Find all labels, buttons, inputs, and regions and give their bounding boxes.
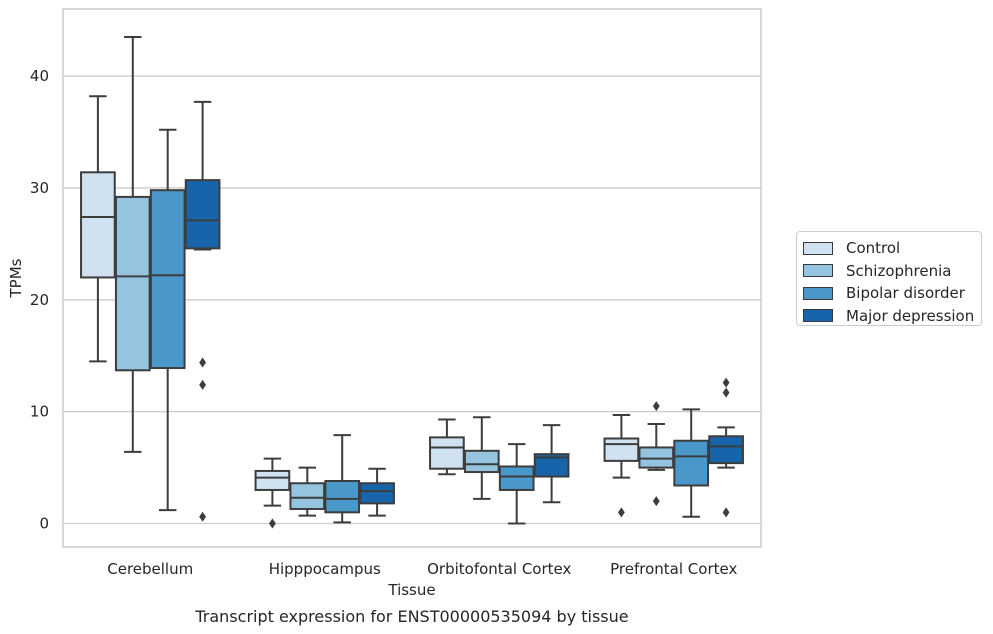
box-body-bipolar-disorder-hipppocampus [324, 480, 361, 514]
y-axis-label: TPMs [7, 258, 25, 298]
legend-label-control: Control [846, 239, 901, 258]
box-plots [80, 35, 744, 529]
outlier-schizophrenia-prefrontal-cortex-1 [652, 401, 660, 412]
box-schizophrenia-hipppocampus [289, 466, 326, 517]
box-body-control-cerebellum [80, 171, 116, 279]
y-tick-label-0: 0 [39, 515, 49, 533]
legend-swatch-bipolar-disorder [803, 286, 833, 300]
box-control-orbitofontal-cortex [429, 418, 465, 476]
chart-title: Transcript expression for ENST0000053509… [194, 607, 628, 626]
plot-area-frame [62, 8, 762, 548]
box-major-depression-hipppocampus [359, 467, 395, 517]
box-control-cerebellum [80, 95, 116, 363]
outlier-major-depression-cerebellum-1 [199, 379, 206, 390]
box-bipolar-disorder-cerebellum [149, 128, 186, 512]
box-body-schizophrenia-hipppocampus [289, 482, 326, 510]
box-body-schizophrenia-cerebellum [114, 195, 151, 372]
box-body-control-prefrontal-cortex [603, 437, 640, 462]
box-control-hipppocampus [254, 457, 291, 529]
outlier-major-depression-cerebellum-2 [199, 511, 206, 522]
y-tick-labels: 0 10 20 30 40 [30, 67, 49, 532]
x-tick-label-orbitofontal-cortex: Orbitofontal Cortex [427, 560, 571, 578]
box-body-bipolar-disorder-cerebellum [149, 189, 186, 370]
box-schizophrenia-cerebellum [114, 35, 151, 453]
box-major-depression-orbitofontal-cortex [533, 424, 570, 504]
box-body-schizophrenia-orbitofontal-cortex [463, 449, 500, 474]
legend: Control Schizophrenia Bipolar disorder M… [796, 231, 982, 326]
x-axis-label: Tissue [387, 581, 435, 599]
legend-label-major-depression: Major depression [846, 306, 975, 325]
box-major-depression-prefrontal-cortex [708, 377, 744, 518]
box-body-control-hipppocampus [254, 469, 291, 491]
y-tick-label-20: 20 [30, 291, 49, 309]
outlier-major-depression-prefrontal-cortex-2 [722, 377, 730, 388]
box-body-schizophrenia-prefrontal-cortex [638, 446, 675, 469]
box-schizophrenia-prefrontal-cortex [638, 401, 675, 507]
box-bipolar-disorder-orbitofontal-cortex [498, 443, 535, 525]
outlier-control-hipppocampus-0 [269, 518, 276, 529]
outlier-major-depression-cerebellum-0 [199, 357, 206, 368]
x-tick-label-hipppocampus: Hipppocampus [269, 560, 381, 578]
box-body-major-depression-hipppocampus [359, 482, 395, 505]
legend-item-bipolar-disorder: Bipolar disorder [803, 282, 981, 305]
box-body-control-orbitofontal-cortex [429, 436, 465, 470]
y-tick-label-30: 30 [30, 179, 49, 197]
outlier-major-depression-prefrontal-cortex-0 [722, 507, 730, 518]
outlier-control-prefrontal-cortex-0 [618, 507, 625, 518]
legend-item-schizophrenia: Schizophrenia [803, 260, 981, 283]
x-tick-labels: Cerebellum Hipppocampus Orbitofontal Corte… [107, 560, 737, 578]
legend-swatch-schizophrenia [803, 264, 833, 278]
legend-label-schizophrenia: Schizophrenia [846, 261, 952, 280]
legend-swatch-control [803, 241, 833, 255]
x-tick-label-prefrontal-cortex: Prefrontal Cortex [610, 560, 737, 578]
box-schizophrenia-orbitofontal-cortex [463, 416, 500, 500]
legend-item-major-depression: Major depression [803, 305, 981, 328]
box-bipolar-disorder-hipppocampus [324, 434, 361, 524]
legend-item-control: Control [803, 237, 981, 260]
legend-swatch-major-depression [803, 309, 833, 323]
legend-label-bipolar-disorder: Bipolar disorder [846, 284, 965, 303]
box-major-depression-cerebellum [184, 100, 221, 522]
box-body-bipolar-disorder-prefrontal-cortex [673, 439, 710, 487]
box-body-major-depression-prefrontal-cortex [708, 435, 744, 465]
outlier-major-depression-prefrontal-cortex-1 [722, 387, 730, 398]
box-body-major-depression-cerebellum [184, 179, 221, 250]
box-body-major-depression-orbitofontal-cortex [533, 453, 570, 478]
box-body-bipolar-disorder-orbitofontal-cortex [498, 465, 535, 491]
box-control-prefrontal-cortex [603, 414, 640, 518]
y-tick-label-10: 10 [30, 403, 49, 421]
x-tick-label-cerebellum: Cerebellum [107, 560, 193, 578]
outlier-schizophrenia-prefrontal-cortex-0 [652, 496, 660, 507]
box-bipolar-disorder-prefrontal-cortex [673, 408, 710, 518]
y-tick-label-40: 40 [30, 67, 49, 85]
